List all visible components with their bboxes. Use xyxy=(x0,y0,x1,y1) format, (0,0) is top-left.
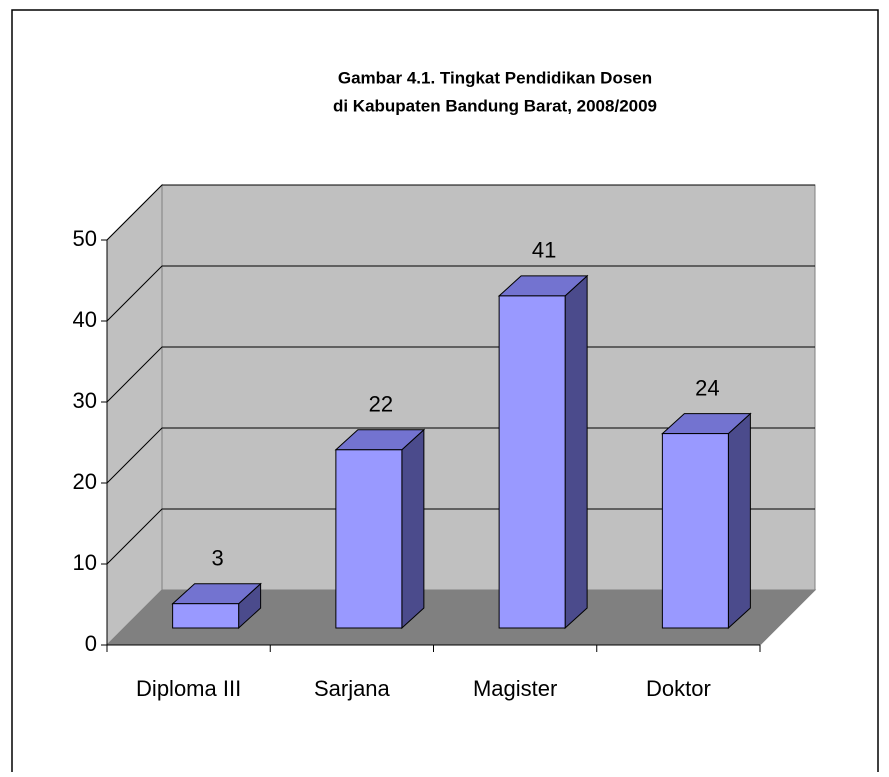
side-wall xyxy=(106,183,163,647)
value-label: 24 xyxy=(695,375,719,400)
chart-subtitle: di Kabupaten Bandung Barat, 2008/2009 xyxy=(333,96,657,115)
grid-line xyxy=(106,346,815,403)
bar-side xyxy=(564,274,588,630)
value-label: 3 xyxy=(212,546,224,571)
y-tick-label: 0 xyxy=(85,631,97,656)
grid-line xyxy=(106,265,815,322)
bar xyxy=(498,295,566,629)
grid-line xyxy=(106,427,815,484)
y-tick-label: 40 xyxy=(73,307,97,332)
bar-side xyxy=(401,428,425,630)
grid-line xyxy=(106,184,815,241)
y-tick-label: 10 xyxy=(73,550,97,575)
chart-title: Gambar 4.1. Tingkat Pendidikan Dosen xyxy=(338,68,652,87)
bar xyxy=(335,449,403,629)
y-tick-label: 20 xyxy=(73,469,97,494)
x-tick-label: Sarjana xyxy=(314,676,391,701)
y-tick-label: 30 xyxy=(73,388,97,413)
x-tick-label: Magister xyxy=(473,676,557,701)
bar xyxy=(661,433,729,629)
value-label: 22 xyxy=(369,392,393,417)
value-label: 41 xyxy=(532,238,556,263)
bar-side xyxy=(727,412,751,630)
y-tick-label: 50 xyxy=(73,226,97,251)
grid-line xyxy=(106,508,815,565)
bar xyxy=(172,603,240,629)
x-tick-label: Doktor xyxy=(646,676,711,701)
x-tick-label: Diploma III xyxy=(136,676,241,701)
